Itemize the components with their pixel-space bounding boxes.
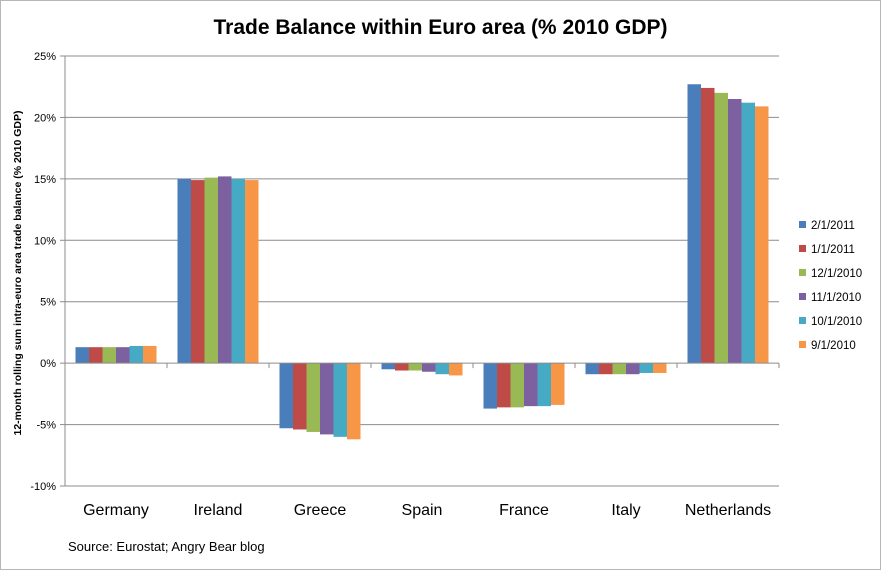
bar xyxy=(599,363,613,375)
bar xyxy=(524,363,538,407)
x-tick-label: Ireland xyxy=(194,502,243,519)
x-tick-label: Netherlands xyxy=(685,502,771,519)
bar xyxy=(320,363,334,435)
bar xyxy=(585,363,599,375)
bar xyxy=(306,363,320,432)
legend-swatch xyxy=(799,317,806,324)
bar xyxy=(116,347,130,364)
x-tick-label: France xyxy=(499,502,549,519)
bar xyxy=(143,345,157,364)
bar xyxy=(89,347,103,364)
bar xyxy=(483,363,497,409)
bar xyxy=(639,363,653,373)
bar xyxy=(408,363,422,371)
y-tick-label: 20% xyxy=(34,112,56,124)
legend-label: 11/1/2010 xyxy=(811,292,861,304)
bar xyxy=(347,363,361,440)
y-tick-label: 10% xyxy=(34,235,56,247)
bar xyxy=(381,363,395,370)
bar xyxy=(191,180,205,364)
x-tick-label: Greece xyxy=(294,502,347,519)
bar xyxy=(204,177,218,364)
bar xyxy=(741,102,755,364)
source-note: Source: Eurostat; Angry Bear blog xyxy=(68,539,265,554)
bar xyxy=(537,363,551,407)
legend-label: 10/1/2010 xyxy=(811,316,862,328)
bar xyxy=(333,363,347,437)
bar xyxy=(129,345,143,364)
bar xyxy=(218,176,232,364)
legend-swatch xyxy=(799,245,806,252)
bar xyxy=(551,363,565,405)
y-tick-label: -5% xyxy=(36,420,56,432)
bar xyxy=(687,84,701,364)
chart-title: Trade Balance within Euro area (% 2010 G… xyxy=(213,16,668,39)
legend-swatch xyxy=(799,269,806,276)
legend-swatch xyxy=(799,341,806,348)
legend-label: 2/1/2011 xyxy=(811,220,855,232)
bar xyxy=(102,347,116,364)
bar xyxy=(626,363,640,375)
bar xyxy=(653,363,667,373)
bar xyxy=(177,178,191,364)
bar xyxy=(231,178,245,364)
bar xyxy=(755,106,769,364)
y-tick-label: 25% xyxy=(34,51,56,63)
x-tick-label: Italy xyxy=(611,502,640,519)
bar xyxy=(497,363,511,408)
bar xyxy=(395,363,409,371)
bar xyxy=(449,363,463,376)
bar xyxy=(422,363,436,372)
bar xyxy=(714,92,728,364)
x-tick-label: Spain xyxy=(402,502,443,519)
bar xyxy=(728,99,742,364)
y-tick-label: 5% xyxy=(40,297,56,309)
x-tick-label: Germany xyxy=(83,502,149,519)
legend-swatch xyxy=(799,221,806,228)
legend-label: 9/1/2010 xyxy=(811,340,856,352)
legend-swatch xyxy=(799,293,806,300)
y-tick-label: 15% xyxy=(34,174,56,186)
y-tick-label: -10% xyxy=(30,481,56,493)
legend-label: 12/1/2010 xyxy=(811,268,862,280)
y-tick-label: 0% xyxy=(40,358,56,370)
bar xyxy=(245,180,259,364)
bar xyxy=(75,347,89,364)
bar xyxy=(293,363,307,430)
legend-label: 1/1/2011 xyxy=(811,244,855,256)
bar xyxy=(510,363,524,408)
bar xyxy=(701,87,715,364)
bar xyxy=(279,363,293,429)
bar xyxy=(612,363,626,375)
bar xyxy=(435,363,449,375)
